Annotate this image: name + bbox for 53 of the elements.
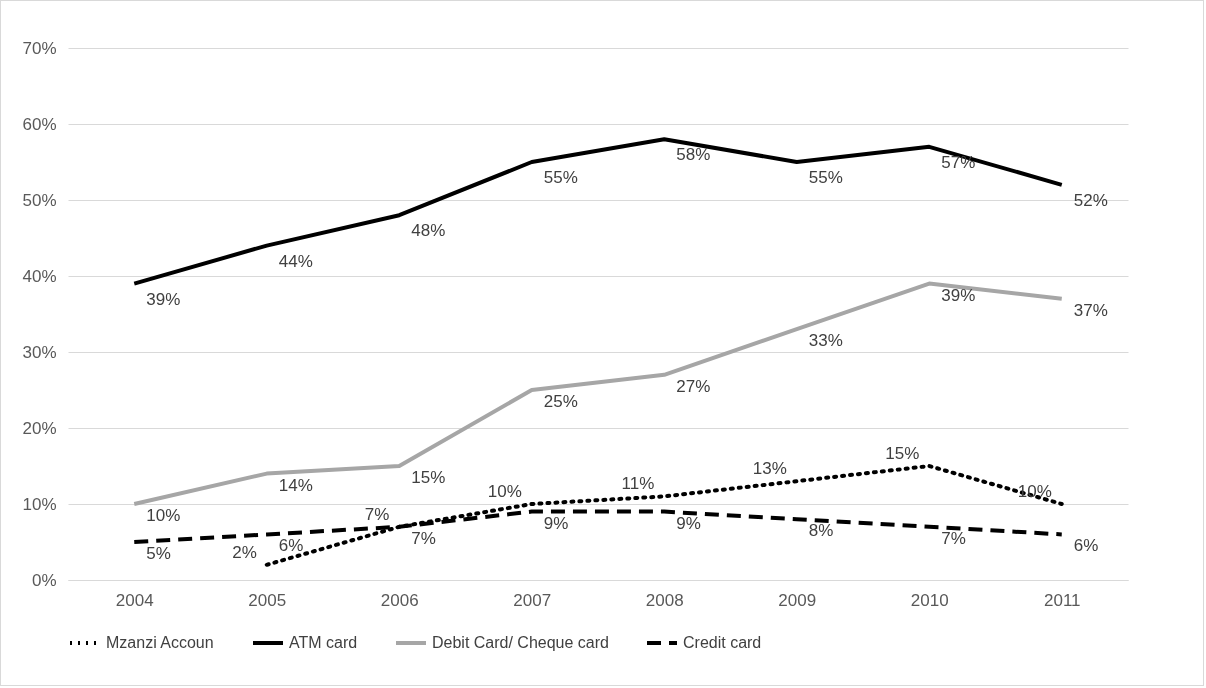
data-label: 6% [278, 536, 304, 556]
line-series [132, 281, 1064, 506]
data-label: 27% [676, 376, 711, 396]
data-label: 37% [1073, 300, 1108, 320]
legend-label: Debit Card/ Cheque card [432, 634, 609, 651]
x-tick-label: 2009 [778, 590, 817, 610]
line-series [132, 137, 1064, 286]
data-label: 15% [885, 444, 920, 463]
data-label: 13% [752, 459, 787, 479]
x-tick-label: 2010 [910, 590, 949, 610]
data-label: 5% [146, 544, 171, 563]
data-label: 55% [808, 168, 843, 187]
data-label: 9% [543, 513, 569, 533]
data-label: 57% [941, 152, 976, 172]
x-tick-label: 2006 [380, 590, 419, 610]
data-label: 6% [1073, 536, 1099, 556]
y-tick-label: 30% [22, 342, 57, 362]
data-label: 44% [278, 251, 313, 271]
data-label: 10% [1017, 482, 1052, 501]
y-tick-label: 70% [22, 38, 57, 58]
legend-label: ATM card [289, 634, 358, 651]
data-label: 7% [411, 528, 436, 548]
data-label: 48% [411, 221, 446, 241]
data-label: 58% [676, 145, 711, 165]
data-label: 55% [543, 168, 578, 187]
x-tick-label: 2005 [248, 590, 287, 610]
data-label: 39% [941, 285, 976, 305]
y-tick-label: 0% [31, 570, 57, 590]
data-label: 11% [621, 474, 655, 494]
data-label: 10% [146, 506, 181, 525]
y-tick-label: 60% [22, 114, 57, 134]
x-tick-label: 2004 [115, 590, 154, 610]
x-tick-label: 2007 [513, 590, 552, 610]
data-label: 52% [1073, 190, 1108, 210]
y-tick-label: 40% [22, 266, 57, 286]
data-label: 9% [676, 513, 701, 533]
data-label: 2% [232, 542, 257, 562]
x-tick-label: 2011 [1043, 590, 1081, 610]
data-label: 8% [808, 521, 834, 541]
y-tick-label: 50% [22, 190, 57, 210]
data-label: 14% [278, 475, 313, 495]
y-tick-label: 10% [22, 494, 57, 514]
data-label: 10% [487, 482, 522, 501]
y-tick-label: 20% [22, 418, 57, 438]
data-label: 7% [364, 504, 390, 524]
data-label: 25% [543, 392, 578, 411]
data-label: 15% [411, 468, 446, 487]
data-label: 33% [808, 331, 843, 351]
x-tick-label: 2008 [645, 590, 684, 610]
data-label: 7% [941, 528, 966, 548]
legend-label: Mzanzi Accoun [106, 634, 214, 651]
legend-label: Credit card [683, 634, 762, 651]
data-label: 39% [146, 289, 181, 309]
